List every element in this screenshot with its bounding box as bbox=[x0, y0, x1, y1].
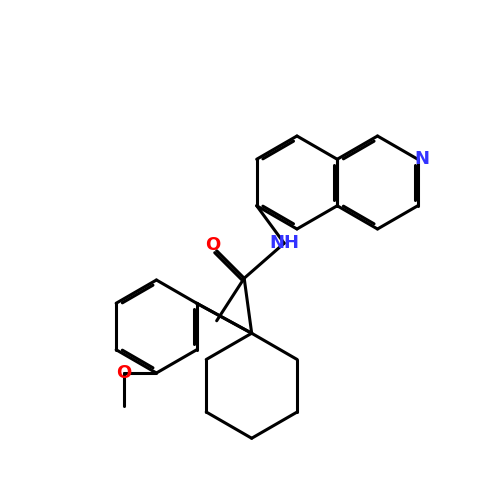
Text: O: O bbox=[116, 364, 132, 382]
Text: O: O bbox=[205, 236, 220, 254]
Text: NH: NH bbox=[269, 234, 299, 252]
Text: N: N bbox=[414, 150, 430, 168]
